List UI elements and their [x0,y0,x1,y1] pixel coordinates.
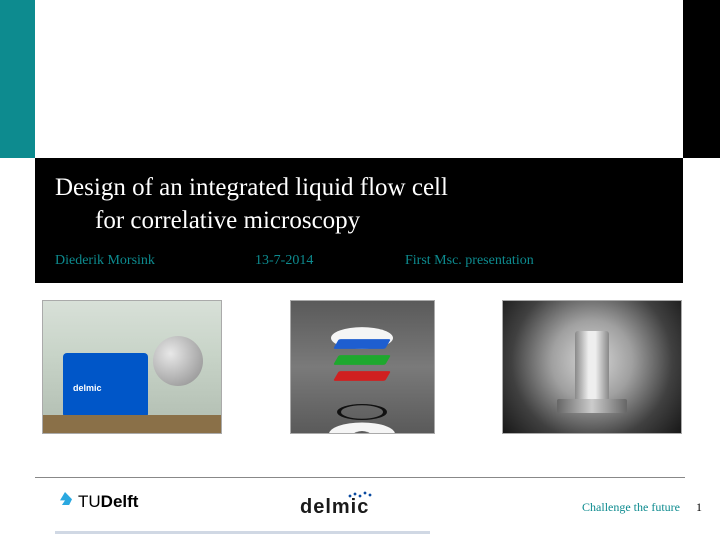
green-layer [333,355,391,365]
device-brand-label: delmic [73,383,102,393]
image-row: delmic [42,300,682,434]
sem-chamber-photo [502,300,682,434]
tudelft-delft: Delft [101,492,139,511]
footer: TUDelft delmic Challenge the future 1 [0,478,720,540]
presentation-date: 13-7-2014 [255,253,405,269]
title-block: Design of an integrated liquid flow cell… [35,158,683,283]
author-name: Diederik Morsink [55,253,255,269]
footer-tagline: Challenge the future [582,500,680,515]
bottom-disc-layer [329,422,395,434]
red-layer [333,371,391,381]
layer-stack-icon [317,305,407,425]
presentation-description: First Msc. presentation [405,253,663,269]
tudelft-logo: TUDelft [55,492,138,516]
o-ring-layer [337,404,387,420]
microscope-column-icon [575,331,609,401]
vacuum-port-icon [153,336,203,386]
page-number: 1 [696,500,702,515]
lab-bench-icon [43,415,221,433]
title-line-2: for correlative microscopy [55,205,663,238]
delmic-logo: delmic [300,496,369,519]
blue-layer [333,339,391,349]
delmic-wordmark: delmic [300,496,369,518]
tudelft-flame-icon [55,492,75,516]
delmic-dots-icon [347,489,373,499]
tudelft-tu: TU [78,492,101,511]
tudelft-wordmark: TUDelft [78,492,138,512]
title-line-1: Design of an integrated liquid flow cell [55,172,663,205]
flow-cell-layers-render [290,300,435,434]
lab-photo-delmic-device: delmic [42,300,222,434]
sample-stage-icon [557,399,627,413]
teal-accent-sidebar [0,0,35,158]
meta-row: Diederik Morsink 13-7-2014 First Msc. pr… [55,253,663,269]
footer-underline [55,531,430,534]
top-white-block [35,0,683,158]
